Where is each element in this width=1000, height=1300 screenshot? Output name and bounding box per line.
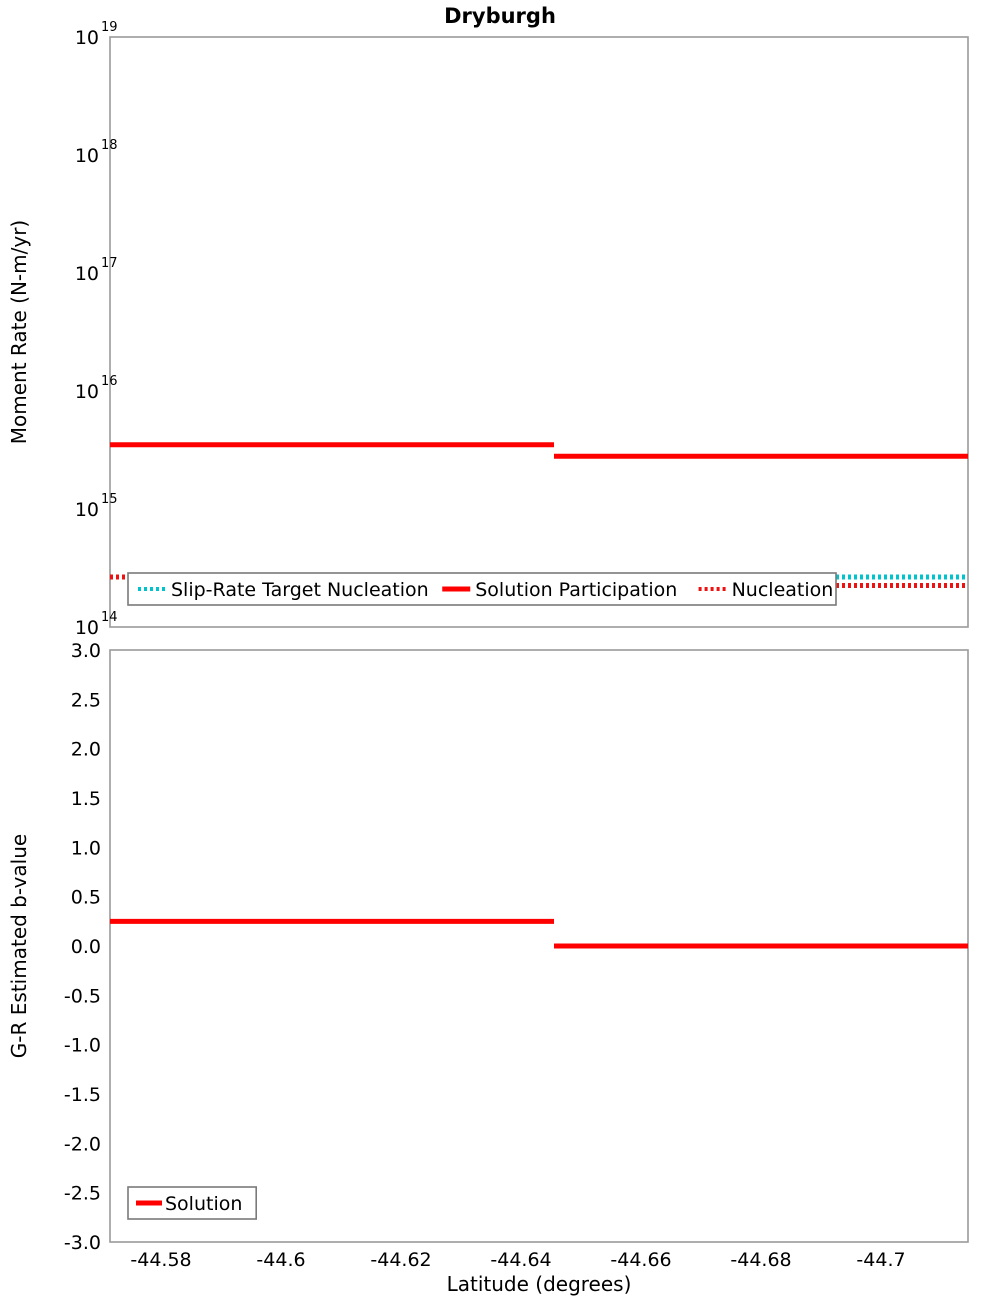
top-legend[interactable]: Slip-Rate Target Nucleation Solution Part… xyxy=(128,573,836,605)
x-tick-2: -44.62 xyxy=(370,1249,431,1271)
bottom-y-tick-3neg0: 3.0 xyxy=(71,640,101,662)
bottom-y-tick-1neg5: 1.5 xyxy=(71,788,101,810)
bottom-y-tick-1neg0: 1.0 xyxy=(71,837,101,859)
top-panel: 101910181017101610151014 Moment Rate (N-… xyxy=(7,20,968,639)
top-y-axis-label: Moment Rate (N-m/yr) xyxy=(7,220,31,444)
top-y-tick-exponent-18: 18 xyxy=(101,138,118,153)
bottom-y-tick-0neg5: 0.5 xyxy=(71,887,101,909)
top-plot-frame xyxy=(110,37,968,627)
x-axis-label: Latitude (degrees) xyxy=(447,1272,632,1296)
chart-svg: Dryburgh 101910181017101610151014 Moment… xyxy=(0,0,1000,1300)
top-y-tick-19: 10 xyxy=(75,27,99,49)
bottom-y-tick-2neg5: 2.5 xyxy=(71,689,101,711)
x-tick-4: -44.66 xyxy=(610,1249,671,1271)
bottom-y-tick-neg1-0: -1.0 xyxy=(64,1035,101,1057)
bottom-y-tick-neg0-5: -0.5 xyxy=(64,985,101,1007)
x-tick-5: -44.68 xyxy=(730,1249,791,1271)
legend-label: Nucleation xyxy=(732,579,834,601)
bottom-y-axis-label: G-R Estimated b-value xyxy=(7,834,31,1058)
bottom-panel: 3.0 2.5 2.0 1.5 1.0 0.5 0.0 -0.5 -1.0 -1.5 -2.0 -2.… xyxy=(7,640,968,1296)
x-tick-6: -44.7 xyxy=(856,1249,905,1271)
top-y-tick-exponent-15: 15 xyxy=(101,492,118,507)
top-y-tick-14: 10 xyxy=(75,617,99,639)
top-legend-item-1[interactable]: Solution Participation xyxy=(442,579,677,601)
bottom-y-tick-neg1-5: -1.5 xyxy=(64,1084,101,1106)
top-y-tick-exponent-14: 14 xyxy=(101,610,118,625)
x-tick-0: -44.58 xyxy=(130,1249,191,1271)
top-y-tick-exponent-19: 19 xyxy=(101,20,118,35)
bottom-y-tick-neg2-5: -2.5 xyxy=(64,1183,101,1205)
top-y-tick-exponent-17: 17 xyxy=(101,256,118,271)
top-y-tick-16: 10 xyxy=(75,381,99,403)
x-tick-1: -44.6 xyxy=(256,1249,305,1271)
bottom-y-tick-0neg0: 0.0 xyxy=(71,936,101,958)
legend-label: Solution xyxy=(165,1193,242,1215)
top-y-tick-17: 10 xyxy=(75,263,99,285)
bottom-y-tick-2neg0: 2.0 xyxy=(71,739,101,761)
top-y-tick-exponent-16: 16 xyxy=(101,374,118,389)
figure-container: Dryburgh 101910181017101610151014 Moment… xyxy=(0,0,1000,1300)
bottom-y-tick-neg2-0: -2.0 xyxy=(64,1133,101,1155)
legend-label: Slip-Rate Target Nucleation xyxy=(171,579,429,601)
top-y-tick-18: 10 xyxy=(75,145,99,167)
top-y-tick-15: 10 xyxy=(75,499,99,521)
bottom-y-tick-neg3-0: -3.0 xyxy=(64,1232,101,1254)
legend-label: Solution Participation xyxy=(475,579,677,601)
bottom-legend[interactable]: Solution xyxy=(128,1187,256,1219)
page-title: Dryburgh xyxy=(444,4,556,28)
x-tick-3: -44.64 xyxy=(490,1249,551,1271)
top-legend-item-0[interactable]: Slip-Rate Target Nucleation xyxy=(138,579,429,601)
